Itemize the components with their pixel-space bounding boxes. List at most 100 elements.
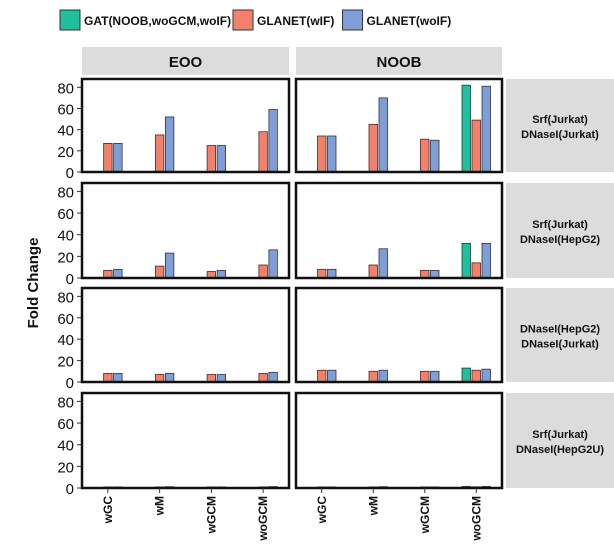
- legend-swatch: [232, 9, 254, 31]
- bar: [103, 143, 113, 173]
- legend-label: GLANET(wIF): [257, 14, 334, 28]
- bar: [327, 369, 337, 383]
- x-tick-label: wM: [366, 496, 380, 516]
- bar: [268, 109, 278, 173]
- y-tick-label: 20: [57, 144, 74, 161]
- bar: [216, 145, 227, 173]
- bar: [268, 249, 278, 279]
- bar: [327, 135, 337, 173]
- panel-border: [80, 77, 291, 174]
- bar: [368, 123, 378, 173]
- y-tick-label: 80: [57, 80, 74, 97]
- bar: [317, 369, 327, 383]
- y-tick-label: 80: [57, 184, 74, 201]
- y-tick-label: 40: [57, 123, 74, 140]
- y-tick-label: 40: [57, 438, 74, 455]
- y-tick-label: 80: [57, 289, 74, 306]
- bar: [317, 268, 327, 279]
- bar: [461, 84, 471, 173]
- y-tick-label: 60: [57, 206, 74, 223]
- bar: [268, 371, 278, 383]
- bar: [258, 131, 268, 173]
- panel-border: [294, 181, 504, 280]
- x-tick-label: wGC: [101, 496, 115, 525]
- bar: [461, 367, 471, 383]
- bar: [378, 97, 388, 173]
- bar: [258, 264, 268, 279]
- bar: [113, 143, 123, 173]
- y-tick-label: 40: [57, 332, 74, 349]
- y-tick-label: 0: [66, 375, 74, 392]
- y-tick-label: 0: [66, 271, 74, 288]
- legend-label: GLANET(woIF): [367, 14, 452, 28]
- x-tick-label: wGC: [315, 496, 329, 525]
- bar: [368, 370, 378, 383]
- x-tick-label: wGCM: [418, 496, 432, 534]
- facet-strip-column: [296, 47, 502, 75]
- y-tick-label: 20: [57, 354, 74, 371]
- y-tick-label: 0: [66, 481, 74, 498]
- bar: [430, 370, 440, 383]
- bar: [471, 119, 481, 173]
- facet-row-label: DNaseI(Jurkat): [521, 339, 599, 351]
- y-tick-label: 20: [57, 459, 74, 476]
- bar: [368, 264, 378, 279]
- facet-strip-row: [506, 288, 614, 382]
- bar: [206, 145, 217, 173]
- y-tick-label: 20: [57, 249, 74, 266]
- bar: [327, 268, 337, 279]
- facet-column-label: NOOB: [377, 54, 422, 71]
- bar: [481, 85, 491, 173]
- facet-row-label: DNaseI(Jurkat): [521, 129, 599, 141]
- facet-row-label: DNaseI(HepG2): [520, 234, 600, 246]
- panel-border: [80, 391, 291, 490]
- bar: [258, 373, 268, 383]
- bar: [471, 369, 481, 383]
- bar: [430, 139, 440, 173]
- facet-strip-row: [506, 393, 614, 488]
- bar: [164, 373, 175, 383]
- facet-strip-column: [82, 47, 289, 75]
- y-tick-label: 80: [57, 394, 74, 411]
- bar: [378, 369, 388, 383]
- facet-strip-row: [506, 79, 614, 172]
- y-tick-label: 60: [57, 311, 74, 328]
- x-tick-label: woGCM: [469, 496, 483, 542]
- bar: [154, 134, 165, 173]
- facet-strip-row: [506, 183, 614, 278]
- bar: [481, 242, 491, 279]
- x-tick-label: wM: [153, 496, 167, 516]
- y-axis-label: Fold Change: [25, 238, 42, 329]
- panel-border: [294, 391, 504, 490]
- facet-row-label: Srf(Jurkat): [532, 219, 588, 231]
- bar: [481, 368, 491, 383]
- facet-row-label: DNaseI(HepG2U): [516, 444, 604, 456]
- bar: [113, 268, 123, 279]
- panel-border: [80, 181, 291, 280]
- legend-swatch: [342, 9, 364, 31]
- y-tick-label: 0: [66, 165, 74, 182]
- y-tick-label: 60: [57, 416, 74, 433]
- bar: [461, 242, 471, 279]
- bar: [420, 138, 430, 173]
- x-tick-label: wGCM: [204, 496, 218, 534]
- panel-border: [294, 286, 504, 384]
- bar: [154, 265, 165, 279]
- bar: [420, 370, 430, 383]
- bar: [317, 135, 327, 173]
- bar: [103, 373, 113, 383]
- bar: [471, 262, 481, 279]
- bar: [113, 373, 123, 383]
- legend-label: GAT(NOOB,woGCM,woIF): [84, 14, 231, 28]
- facet-row-label: Srf(Jurkat): [532, 429, 588, 441]
- panel-border: [80, 286, 291, 384]
- legend-swatch: [59, 9, 81, 31]
- y-tick-label: 40: [57, 228, 74, 245]
- facet-row-label: DNaseI(HepG2): [520, 324, 600, 336]
- facet-column-label: EOO: [169, 54, 203, 71]
- y-tick-label: 60: [57, 101, 74, 118]
- bar: [164, 252, 175, 279]
- facet-row-label: Srf(Jurkat): [532, 114, 588, 126]
